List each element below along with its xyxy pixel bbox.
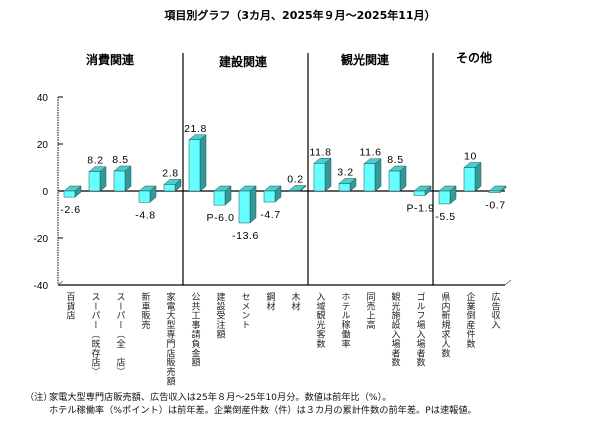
- bar-front: [263, 190, 276, 203]
- data-label: -4.8: [135, 209, 156, 221]
- chart-title: 項目別グラフ（3カ月、2025年９月～2025年11月）: [164, 8, 435, 22]
- data-labels: -2.6 8.2 8.5 -4.8 2.8 21.8 P-6.0 -13.6-4.7 0.2 11…: [60, 123, 506, 242]
- data-label: 11.6: [359, 147, 381, 159]
- y-tick-label: -40: [34, 281, 49, 292]
- y-tick-label: 0: [42, 187, 48, 198]
- bar: [288, 184, 307, 192]
- bar: [338, 177, 357, 192]
- bar: [413, 185, 432, 196]
- data-label: -5.5: [435, 211, 456, 223]
- bar: [113, 165, 132, 192]
- data-label: 2.8: [162, 167, 178, 179]
- bar-front: [438, 190, 451, 205]
- bar-front: [488, 190, 501, 193]
- bar-front: [313, 163, 326, 192]
- bar: [138, 185, 157, 203]
- bar-front: [113, 170, 126, 192]
- bar-front: [88, 171, 101, 192]
- data-label: 8.5: [112, 154, 128, 166]
- data-label: 21.8: [184, 123, 207, 135]
- data-label: -2.6: [60, 204, 81, 216]
- data-label: 8.5: [387, 154, 403, 166]
- bar: [438, 185, 457, 205]
- bar-front: [463, 167, 476, 192]
- bar: [238, 185, 257, 224]
- y-tick-label: -20: [34, 234, 49, 245]
- note-line-1: 家電大型専門店販売額、広告収入は25年８月～25年10月分。数値は前年比（%）。: [49, 392, 392, 403]
- y-tick-label: 40: [37, 93, 49, 104]
- bar: [363, 158, 382, 192]
- bar-front: [213, 190, 226, 206]
- bar-front: [138, 190, 151, 203]
- group-header-other: その他: [456, 50, 492, 65]
- data-label: -0.7: [485, 200, 506, 212]
- bar: [388, 165, 407, 192]
- bar: [163, 178, 182, 192]
- axis-depth-edge: [57, 280, 64, 286]
- data-label: -4.7: [260, 209, 281, 221]
- group-header-construction: 建設関連: [218, 54, 268, 69]
- bar-front: [338, 183, 351, 192]
- data-label: P-6.0: [206, 212, 234, 224]
- data-label: 11.8: [309, 146, 331, 158]
- bar: [263, 185, 282, 203]
- data-label: 8.2: [87, 155, 103, 167]
- bar-side: [249, 185, 257, 224]
- bar: [213, 185, 232, 206]
- bar-side: [374, 158, 382, 192]
- axis-depth-edge: [504, 279, 512, 286]
- bar: [488, 185, 507, 194]
- data-label: P-1.9: [406, 202, 434, 214]
- bar-front: [388, 170, 401, 192]
- bar-side: [199, 134, 207, 192]
- bar-front: [288, 190, 301, 192]
- bar-front: [238, 190, 251, 224]
- y-tick-label: 20: [37, 140, 49, 151]
- bar-front: [363, 163, 376, 192]
- bar-front: [188, 139, 201, 192]
- data-label: 0.2: [287, 174, 303, 186]
- bar: [188, 134, 207, 192]
- data-label: -13.6: [232, 230, 259, 242]
- bar-front: [163, 184, 176, 192]
- data-label: 3.2: [337, 166, 353, 178]
- bar: [88, 166, 107, 192]
- bar-side: [324, 157, 332, 192]
- group-header-tourism: 観光関連: [341, 52, 390, 67]
- data-label: 10: [464, 151, 477, 163]
- bars: [63, 134, 507, 224]
- group-header-consumption: 消費関連: [86, 52, 135, 67]
- bar: [463, 161, 482, 192]
- note-line-2: ホテル稼働率（%ポイント）は前年差。企業倒産件数（件）は３カ月の累計件数の前年差…: [49, 405, 477, 416]
- bar-front: [413, 190, 426, 196]
- axes: 40 20 0 -20 -40: [34, 53, 512, 292]
- note-prefix: （注）: [25, 392, 53, 403]
- bar-front: [63, 190, 76, 198]
- bar: [313, 157, 332, 192]
- bar: [63, 185, 82, 198]
